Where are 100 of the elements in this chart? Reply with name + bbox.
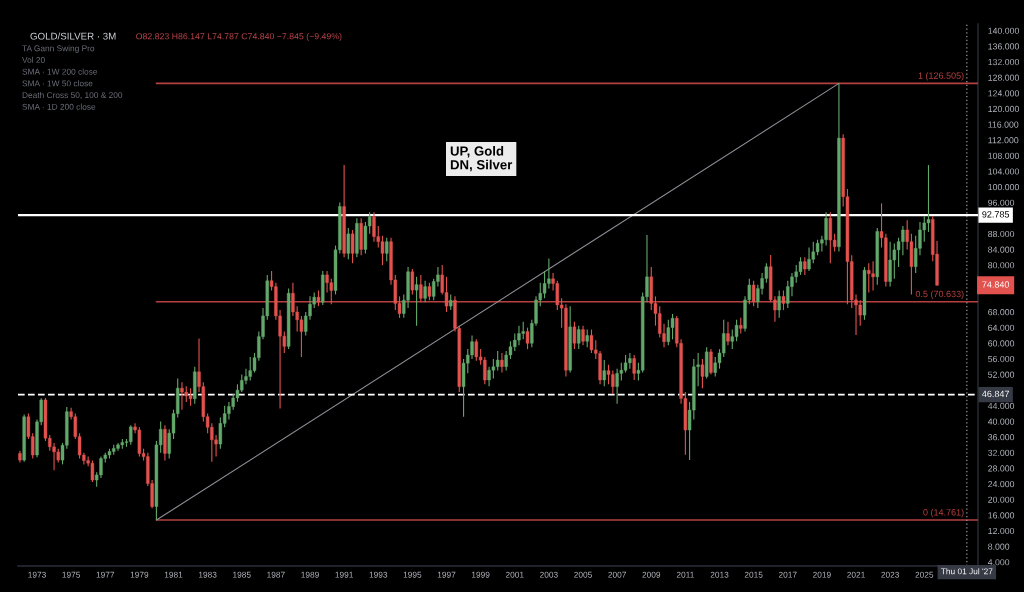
candlestick — [824, 211, 828, 247]
candlestick — [218, 416, 223, 450]
x-tick-label: 2015 — [744, 571, 763, 578]
y-tick-label: 68.000 — [988, 309, 1015, 316]
candlestick — [346, 227, 351, 260]
candlestick — [350, 229, 355, 264]
candlestick — [291, 282, 295, 317]
candlestick — [52, 442, 56, 471]
x-tick-label: 1993 — [369, 571, 388, 578]
text: 74.840 — [982, 281, 1010, 288]
y-tick-label: 44.000 — [987, 402, 1015, 410]
y-tick-label: 128.000 — [988, 74, 1020, 81]
x-tick-label: 1995 — [403, 571, 422, 578]
series-label: 0 (14.761) — [923, 508, 964, 518]
annotation: SMA · 1W 50 close — [22, 80, 93, 87]
y-tick-label: 104.000 — [988, 168, 1020, 175]
candlestick — [577, 325, 581, 350]
ref-line-label: 92.785 — [982, 211, 1010, 218]
y-tick-label: 52.000 — [988, 371, 1015, 378]
candlestick — [807, 246, 811, 272]
x-tick-label: 2003 — [540, 571, 558, 578]
annotation: SMA · 1W 200 close — [22, 68, 98, 75]
ref-line-label: Thu 01 Jul '27 — [940, 568, 993, 575]
candlestick — [871, 260, 875, 292]
y-tick-label: 56.000 — [988, 355, 1015, 363]
x-tick-label: 2017 — [778, 571, 797, 578]
x-tick-label: 1991 — [335, 571, 353, 578]
x-tick-label: 1983 — [198, 571, 217, 578]
candlestick — [726, 321, 730, 346]
y-tick-label: 108.000 — [988, 152, 1020, 159]
y-tick-label: 80.000 — [988, 262, 1015, 269]
candlestick — [500, 352, 504, 374]
x-tick-label: 1981 — [164, 571, 183, 578]
x-tick-label: 1999 — [471, 571, 490, 578]
y-tick-label: 36.000 — [988, 434, 1015, 441]
candlestick — [888, 241, 892, 288]
candlestick — [581, 325, 585, 346]
x-tick-label: 2019 — [813, 571, 831, 578]
candlestick — [372, 211, 376, 243]
x-tick-label: 1987 — [267, 571, 285, 578]
candlestick — [828, 211, 833, 264]
candlestick — [483, 356, 487, 385]
y-tick-label: 124.000 — [988, 90, 1020, 97]
candlestick — [615, 368, 619, 405]
annotation: Death Cross 50, 100 & 200 — [22, 91, 123, 100]
candlestick — [385, 237, 389, 262]
candlestick — [227, 401, 231, 421]
y-tick-label: 96.000 — [988, 199, 1015, 206]
x-tick-label: 1979 — [130, 571, 149, 578]
y-tick-label: 116.000 — [988, 121, 1019, 128]
candlestick — [495, 350, 500, 372]
x-tick-label: 2005 — [574, 571, 592, 578]
x-tick-label: 2009 — [642, 571, 661, 578]
text: GOLD/SILVER · 3M — [30, 32, 116, 40]
y-tick-label: 24.000 — [988, 481, 1015, 488]
candlestick — [137, 426, 142, 458]
candlestick — [487, 366, 491, 387]
candlestick — [666, 319, 671, 346]
candlestick — [751, 280, 756, 307]
y-tick-label: 64.000 — [988, 324, 1015, 331]
x-tick-label: 1989 — [301, 571, 319, 578]
y-tick-label: 60.000 — [988, 340, 1015, 347]
y-tick-label: 120.000 — [988, 105, 1020, 113]
x-tick-label: 1985 — [233, 571, 251, 578]
annotation: Vol 20 — [22, 56, 45, 63]
candlestick — [777, 289, 781, 319]
annotation: SMA · 1D 200 close — [22, 103, 96, 110]
candlestick — [517, 325, 521, 346]
y-tick-label: 16.000 — [988, 512, 1015, 519]
y-tick-label: 132.000 — [988, 58, 1020, 66]
x-tick-label: 1997 — [437, 571, 456, 578]
x-tick-label: 2021 — [847, 571, 865, 578]
candlestick — [525, 327, 530, 350]
candlestick — [90, 459, 95, 483]
candlestick — [700, 358, 705, 389]
annotation: UP, Gold DN, Silver — [450, 146, 513, 172]
annotation: TA Gann Swing Pro — [22, 45, 95, 53]
candlestick — [781, 289, 786, 311]
candlestick — [180, 381, 184, 411]
x-tick-label: 2007 — [608, 571, 626, 578]
y-tick-label: 8.000 — [988, 543, 1010, 550]
text: O82.823 H86.147 L74.787 C74.840 −7.845 (−9.49%) — [136, 32, 342, 42]
x-tick-label: 2001 — [505, 571, 524, 578]
y-tick-label: 40.000 — [987, 418, 1015, 425]
y-tick-label: 140.000 — [988, 27, 1020, 34]
y-tick-label: 28.000 — [988, 465, 1015, 472]
y-tick-label: 136.000 — [988, 43, 1020, 50]
candlestick — [572, 321, 577, 350]
series-label: 1 (126.505) — [918, 72, 964, 81]
y-tick-label: 12.000 — [988, 527, 1015, 535]
x-tick-label: 1977 — [96, 571, 115, 578]
y-tick-label: 84.000 — [988, 246, 1015, 253]
y-tick-label: 112.000 — [988, 137, 1019, 144]
candlestick — [474, 338, 479, 362]
y-tick-label: 88.000 — [988, 230, 1015, 238]
x-tick-label: 1973 — [28, 571, 46, 578]
candlestick — [414, 276, 419, 327]
x-tick-label: 2013 — [710, 571, 729, 578]
candlestick — [602, 359, 606, 387]
candlestick — [419, 274, 423, 303]
